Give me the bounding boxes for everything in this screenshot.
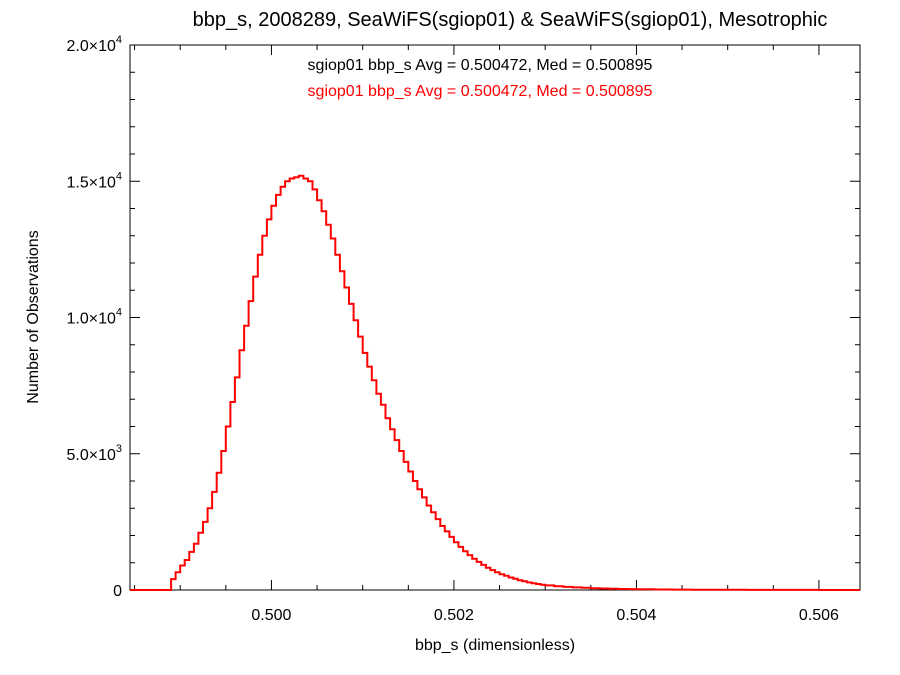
chart-title: bbp_s, 2008289, SeaWiFS(sgiop01) & SeaWi… xyxy=(193,9,828,31)
x-axis-ticks: 0.500 0.502 0.504 0.506 xyxy=(134,45,839,624)
y-tick-mantissa: 0 xyxy=(113,583,122,600)
y-tick-mantissa: 2.0×10 xyxy=(66,38,115,55)
y-tick-label: 1.0×104 xyxy=(66,307,122,328)
y-tick-exponent: 4 xyxy=(116,34,122,46)
x-tick-label: 0.500 xyxy=(251,607,291,624)
x-axis-label: bbp_s (dimensionless) xyxy=(415,637,575,654)
y-tick-label: 1.5×104 xyxy=(66,170,122,191)
y-tick-exponent: 3 xyxy=(116,443,122,455)
annotation-black: sgiop01 bbp_s Avg = 0.500472, Med = 0.50… xyxy=(308,57,653,74)
y-tick-label: 2.0×104 xyxy=(66,34,122,55)
annotation-red: sgiop01 bbp_s Avg = 0.500472, Med = 0.50… xyxy=(308,83,653,100)
y-tick-exponent: 4 xyxy=(116,307,122,319)
y-axis-label: Number of Observations xyxy=(25,230,42,403)
histogram-series-0 xyxy=(130,174,860,591)
y-tick-mantissa: 1.0×10 xyxy=(66,311,115,328)
y-tick-label: 0 xyxy=(113,583,122,600)
y-tick-mantissa: 1.5×10 xyxy=(66,174,115,191)
x-tick-label: 0.506 xyxy=(799,607,839,624)
series-layer xyxy=(130,174,860,591)
y-tick-exponent: 4 xyxy=(116,170,122,182)
x-tick-label: 0.504 xyxy=(616,607,656,624)
y-tick-mantissa: 5.0×10 xyxy=(66,447,115,464)
x-tick-label: 0.502 xyxy=(434,607,474,624)
plot-frame xyxy=(129,44,861,591)
y-tick-label: 5.0×103 xyxy=(66,443,122,464)
